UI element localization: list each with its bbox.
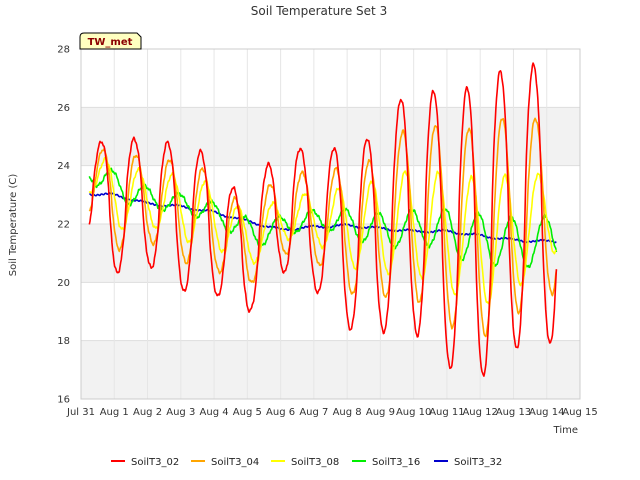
x-tick-label: Aug 14: [529, 407, 564, 418]
series-line-soilt3-16: [88, 167, 558, 269]
x-tick-label: Aug 12: [462, 407, 497, 418]
x-tick-label: Aug 9: [366, 407, 395, 418]
series-line-soilt3-02: [88, 62, 558, 377]
x-tick-label: Aug 13: [496, 407, 531, 418]
site-label-text: TW_met: [88, 37, 133, 48]
x-tick-label: Aug 5: [233, 407, 262, 418]
legend-label: SoilT3_02: [131, 457, 179, 468]
x-tick-label: Aug 1: [100, 407, 129, 418]
x-tick-label: Aug 3: [166, 407, 195, 418]
background-band: [81, 340, 580, 399]
y-tick-label: 26: [57, 103, 70, 114]
x-tick-label: Aug 15: [562, 407, 597, 418]
axes: [80, 48, 581, 400]
legend-label: SoilT3_32: [454, 457, 502, 468]
y-tick-label: 20: [57, 278, 70, 289]
x-tick-label: Jul 31: [66, 407, 95, 418]
series-line-soilt3-08: [88, 156, 557, 305]
x-tick-label: Aug 10: [396, 407, 431, 418]
site-label-box: [79, 32, 142, 50]
x-tick-label: Aug 2: [133, 407, 162, 418]
y-tick-label: 24: [57, 161, 70, 172]
legend-label: SoilT3_08: [291, 457, 339, 468]
x-tick-label: Aug 8: [333, 407, 362, 418]
y-tick-label: 28: [57, 45, 70, 56]
y-axis-label: Soil Temperature (C): [8, 174, 19, 277]
plot-frame: [80, 48, 581, 400]
site-label-badge: TW_met: [79, 32, 142, 50]
legend-label: SoilT3_04: [211, 457, 259, 468]
y-tick-label: 16: [57, 395, 70, 406]
y-tick-label: 22: [57, 220, 70, 231]
x-tick-label: Aug 11: [429, 407, 464, 418]
x-tick-label: Aug 4: [200, 407, 229, 418]
legend: SoilT3_02 SoilT3_04 SoilT3_08 SoilT3_16 Soil…: [111, 457, 502, 468]
x-tick-labels: Jul 31 Aug 1 Aug 2 Aug 3 Aug 4 Aug 5 Aug 6 Aug …: [66, 407, 598, 418]
x-tick-label: Aug 6: [266, 407, 295, 418]
y-tick-label: 18: [57, 336, 70, 347]
x-tick-label: Aug 7: [299, 407, 328, 418]
x-axis-label: Time: [553, 425, 578, 436]
chart-title: Soil Temperature Set 3: [251, 4, 387, 18]
y-tick-labels: 16 18 20 22 24 26 28: [57, 45, 70, 406]
series-lines: [88, 62, 558, 377]
legend-label: SoilT3_16: [372, 457, 420, 468]
